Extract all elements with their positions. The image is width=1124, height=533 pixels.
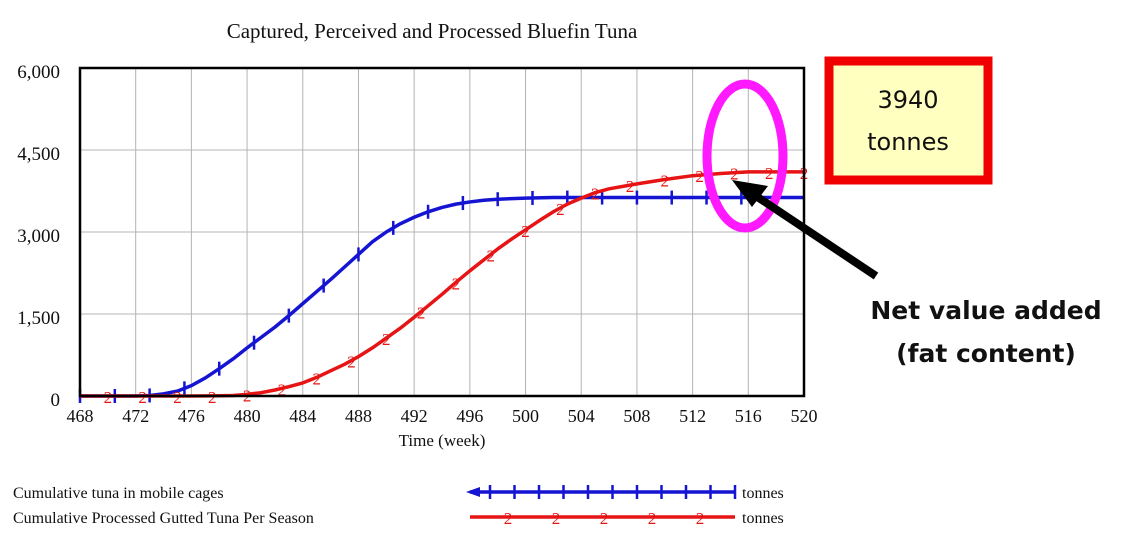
legend-unit-series-2: tonnes	[742, 510, 784, 527]
legend-marker: 2	[552, 509, 561, 528]
legend-label-series-2: Cumulative Processed Gutted Tuna Per Sea…	[13, 510, 314, 527]
highlight-ellipse	[702, 79, 788, 233]
annotation-label-line2: (fat content)	[896, 339, 1076, 368]
series-2-marker: 2	[173, 388, 182, 407]
series-2-marker: 2	[104, 388, 113, 407]
x-tick-label: 476	[178, 406, 205, 426]
legend-marker: 2	[600, 509, 609, 528]
x-tick-label: 492	[401, 406, 428, 426]
x-tick-label: 512	[679, 406, 706, 426]
series-2-marker: 2	[452, 274, 461, 293]
series-2-marker: 2	[278, 380, 287, 399]
x-tick-labels: 468 472 476 480 484 488 492 496 500 504 508 512 516 5…	[67, 406, 818, 426]
annotation-box-unit: tonnes	[867, 128, 949, 156]
legend-marker: 2	[696, 509, 705, 528]
y-tick-label: 1,500	[17, 308, 60, 329]
annotation-arrow	[753, 192, 879, 280]
series-2-marker: 2	[521, 222, 530, 241]
x-tick-label: 500	[512, 406, 539, 426]
series-2-marker: 2	[730, 165, 739, 184]
series-2-marker: 2	[417, 304, 426, 323]
y-tick-label: 6,000	[17, 62, 60, 83]
series-2-marker: 2	[138, 388, 147, 407]
legend-label-series-1: Cumulative tuna in mobile cages	[13, 485, 224, 502]
x-tick-label: 484	[289, 406, 316, 426]
series-line-2	[80, 170, 804, 398]
series-2-marker: 2	[661, 172, 670, 191]
annotation-box-value: 3940	[877, 86, 938, 114]
x-tick-label: 472	[122, 406, 149, 426]
y-tick-labels: 0 1,500 3,000 4,500 6,000	[17, 62, 60, 411]
series-2-marker: 2	[765, 164, 774, 183]
grid-lines	[79, 67, 805, 397]
x-tick-label: 504	[568, 406, 595, 426]
annotation-arrowhead	[732, 180, 768, 207]
series-2-marker: 2	[382, 330, 391, 349]
chart-title: Captured, Perceived and Processed Bluefi…	[227, 19, 638, 43]
x-tick-label: 496	[456, 406, 483, 426]
legend-unit-series-1: tonnes	[742, 485, 784, 502]
series-2-marker: 2	[486, 246, 495, 265]
series-2-marker: 2	[208, 388, 217, 407]
x-tick-label: 480	[234, 406, 261, 426]
y-tick-label: 3,000	[17, 226, 60, 247]
legend-line-series-1	[466, 485, 737, 499]
legend-line-series-2: 2 2 2 2 2	[470, 509, 735, 528]
series-2-marker: 2	[312, 369, 321, 388]
y-tick-label: 0	[51, 390, 61, 411]
x-tick-label: 508	[623, 406, 650, 426]
annotation-box	[824, 56, 993, 185]
legend-marker: 2	[504, 509, 513, 528]
y-tick-label: 4,500	[17, 144, 60, 165]
series-2-marker: 2	[591, 185, 600, 204]
x-tick-label: 468	[67, 406, 94, 426]
annotation-label-line1: Net value added	[870, 296, 1101, 325]
x-tick-label: 516	[735, 406, 762, 426]
x-axis-label: Time (week)	[399, 431, 486, 450]
series-2-marker: 2	[626, 177, 635, 196]
legend-marker: 2	[648, 509, 657, 528]
legend: Cumulative tuna in mobile cages tonnes C…	[13, 485, 784, 528]
series-2-marker: 2	[695, 167, 704, 186]
x-tick-label: 520	[791, 406, 818, 426]
legend-arrowhead	[466, 487, 480, 497]
series-line-1	[80, 195, 804, 398]
series-2-marker: 2	[347, 352, 356, 371]
series-2-marker: 2	[556, 200, 565, 219]
x-tick-label: 488	[345, 406, 372, 426]
